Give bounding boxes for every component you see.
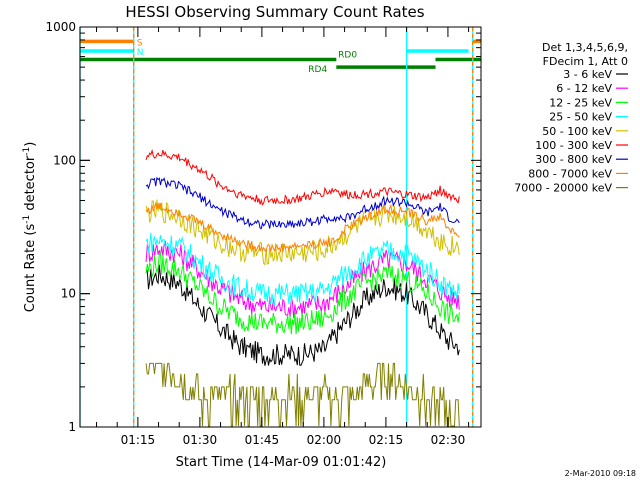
flag-label: N	[137, 48, 144, 58]
y-tick-label: 1	[68, 420, 76, 434]
series-line	[145, 251, 460, 335]
legend: Det 1,3,4,5,6,9,FDecim 1, Att 03 - 6 keV…	[514, 41, 628, 195]
series-line	[145, 264, 460, 367]
legend-entry: 50 - 100 keV	[542, 125, 612, 138]
series-line	[145, 240, 460, 318]
legend-entry: 300 - 800 keV	[535, 153, 612, 166]
legend-header: FDecim 1, Att 0	[543, 55, 628, 68]
x-tick-label: 02:15	[369, 433, 404, 447]
series-line	[145, 232, 460, 306]
plot-frame	[79, 26, 482, 428]
y-axis: 1 10 100 1000	[45, 20, 481, 434]
vertical-marker-layer	[79, 27, 474, 427]
x-tick-label: 01:30	[183, 433, 218, 447]
x-tick-label: 01:15	[121, 433, 156, 447]
x-axis-label: Start Time (14-Mar-09 01:01:42)	[176, 455, 387, 470]
series-line	[145, 199, 460, 266]
footer-timestamp: 2-Mar-2010 09:18	[565, 469, 636, 478]
legend-entry: 7000 - 20000 keV	[514, 182, 612, 195]
legend-entry: 100 - 300 keV	[535, 139, 612, 152]
legend-entry: 6 - 12 keV	[556, 82, 612, 95]
legend-entry: 800 - 7000 keV	[528, 167, 612, 180]
flag-label: RD0	[338, 51, 357, 61]
y-tick-label: 1000	[45, 20, 76, 34]
flag-label: RD4	[308, 65, 327, 75]
legend-entry: 12 - 25 keV	[549, 96, 612, 109]
series-layer	[145, 148, 460, 427]
y-tick-label: 10	[61, 287, 76, 301]
series-line	[145, 176, 460, 230]
chart-title: HESSI Observing Summary Count Rates	[125, 3, 424, 21]
y-tick-label: 100	[53, 153, 76, 167]
series-line	[145, 201, 460, 254]
legend-entry: 25 - 50 keV	[549, 111, 612, 124]
flag-layer: SN RD0 RD4	[80, 38, 481, 75]
series-line	[145, 362, 460, 427]
series-line	[145, 148, 460, 206]
flag-label: S	[137, 38, 143, 48]
x-axis: 01:15 01:30 01:45 02:00 02:15 02:30	[96, 27, 470, 447]
legend-header: Det 1,3,4,5,6,9,	[542, 41, 628, 54]
x-tick-label: 02:00	[307, 433, 342, 447]
x-tick-label: 02:30	[431, 433, 466, 447]
legend-entry: 3 - 6 keV	[563, 68, 612, 81]
x-tick-label: 01:45	[245, 433, 280, 447]
y-axis-label: Count Rate (s-1 detector-1)	[22, 142, 38, 313]
